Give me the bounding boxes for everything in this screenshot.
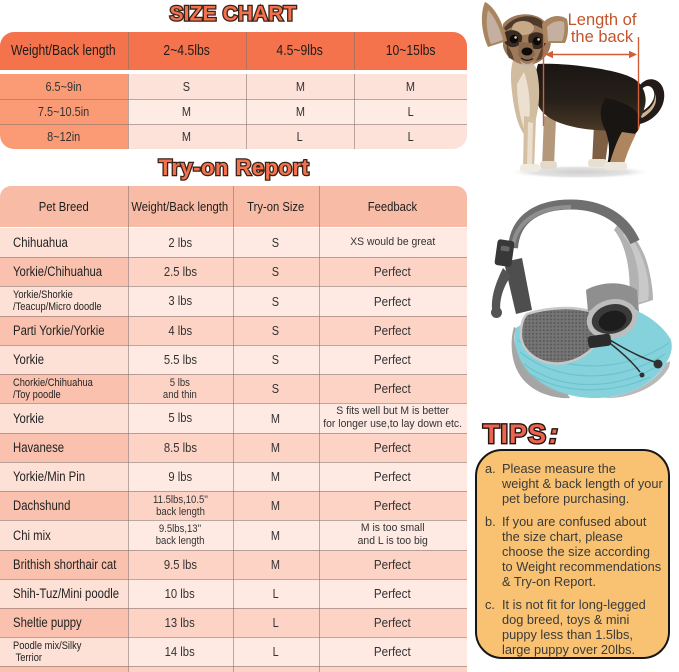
svg-text:SIZE CHART: SIZE CHART (170, 3, 297, 26)
svg-text:TIPS:: TIPS: (483, 419, 559, 449)
svg-text:Try-on Report: Try-on Report (159, 155, 310, 180)
